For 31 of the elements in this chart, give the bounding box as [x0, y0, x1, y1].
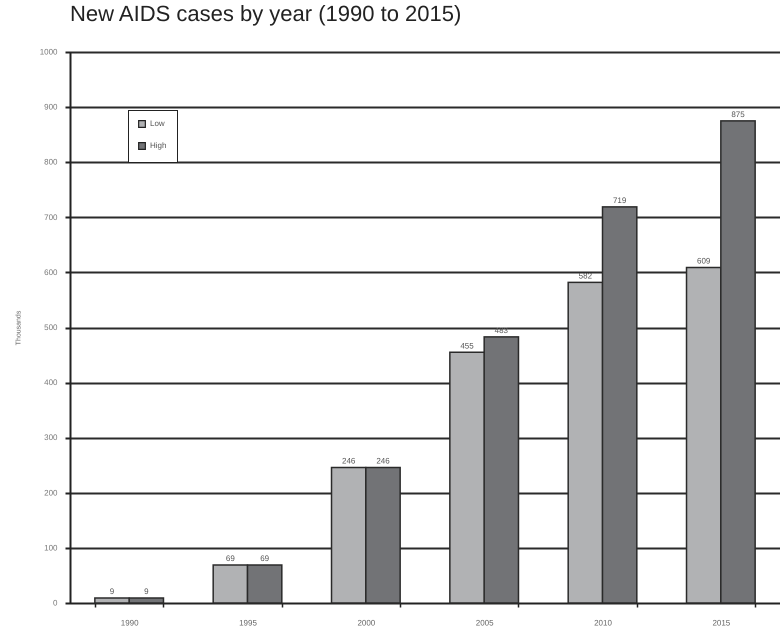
y-tick-label: 800	[44, 158, 58, 167]
data-label: 875	[731, 110, 746, 119]
y-tick-label: 1000	[40, 48, 58, 56]
legend-label: Low	[150, 119, 165, 128]
x-tick-label: 2010	[594, 618, 612, 628]
legend-label: High	[150, 141, 166, 150]
y-tick-label: 700	[44, 212, 58, 222]
chart-title: New AIDS cases by year (1990 to 2015)	[70, 1, 462, 26]
data-label: 582	[578, 271, 593, 280]
x-tick-label: 2000	[357, 618, 376, 628]
y-tick-label: 600	[44, 268, 58, 277]
data-label: 69	[226, 554, 236, 563]
x-tick-label: 1990	[120, 618, 140, 628]
x-tick-label: 2005	[476, 618, 494, 628]
data-label: 455	[460, 341, 474, 350]
data-label: 9	[110, 587, 115, 596]
data-label: 9	[144, 587, 150, 596]
y-tick-label: 400	[44, 378, 58, 388]
data-label: 609	[696, 256, 711, 266]
data-label: 246	[342, 456, 356, 466]
y-tick-label: 500	[44, 323, 58, 332]
y-tick-label: 900	[44, 102, 58, 112]
x-tick-label: 1995	[239, 618, 258, 628]
y-tick-label: 300	[44, 433, 58, 442]
data-label: 69	[260, 554, 270, 563]
data-label: 719	[612, 196, 627, 205]
y-tick-label: 0	[53, 598, 58, 608]
data-label: 246	[376, 456, 390, 466]
y-tick-label: 200	[44, 488, 58, 498]
x-tick-label: 2015	[712, 618, 731, 628]
y-tick-label: 100	[44, 543, 58, 552]
